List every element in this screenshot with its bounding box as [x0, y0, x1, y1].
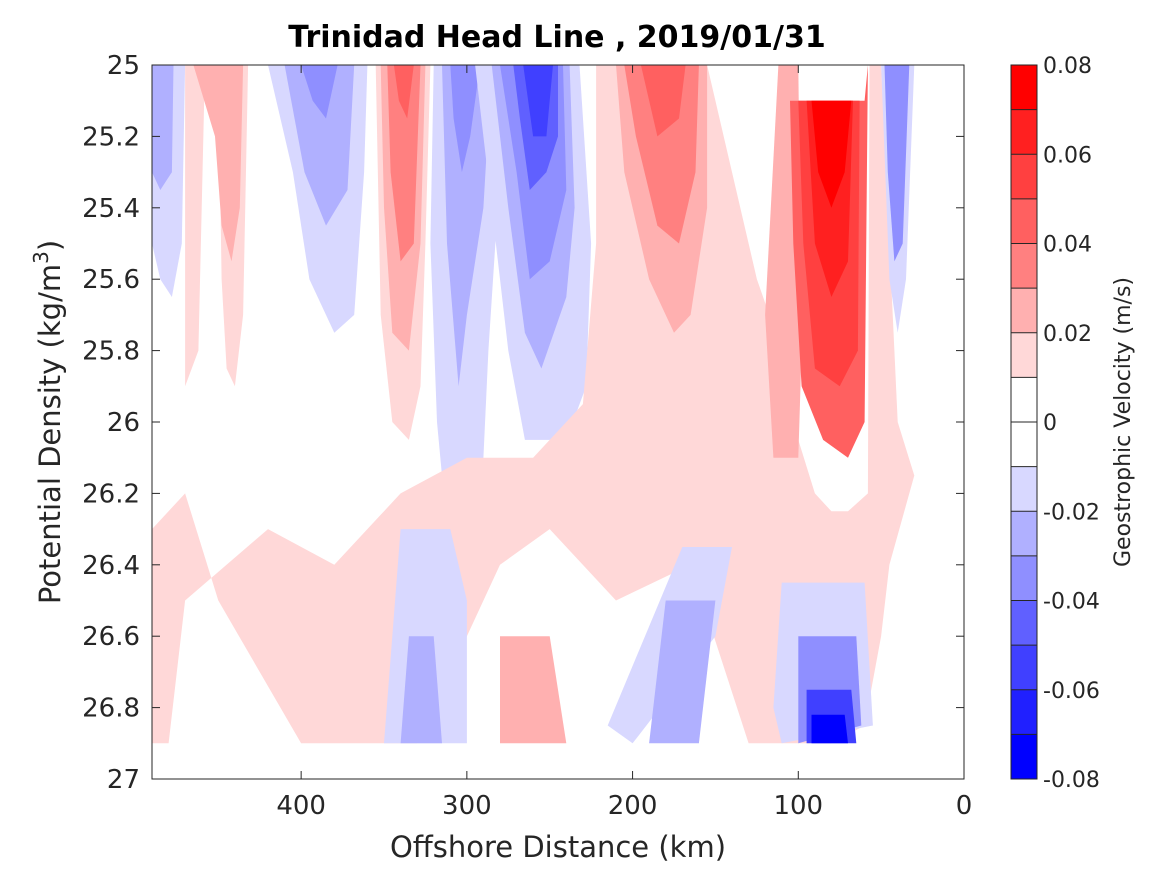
y-axis-label-text: Potential Density (kg/m — [33, 264, 67, 604]
x-tick-label: 300 — [442, 791, 492, 821]
chart-title: Trinidad Head Line , 2019/01/31 — [288, 20, 825, 55]
colorbar-swatch — [1011, 734, 1037, 779]
colorbar-swatch — [1011, 154, 1037, 199]
contour-region-35 — [400, 636, 442, 744]
contour-region-1 — [193, 65, 244, 262]
colorbar-tick-label: -0.08 — [1043, 768, 1100, 793]
x-tick-label: 200 — [608, 791, 658, 821]
contour-region-34 — [384, 529, 467, 744]
colorbar-swatch — [1011, 422, 1037, 467]
colorbar-swatch — [1011, 377, 1037, 422]
colorbar-tick-label: 0.06 — [1043, 143, 1092, 168]
contour-region-5 — [284, 65, 355, 226]
x-axis: 400 300 200 100 0 — [276, 65, 972, 821]
colorbar-tick-label: 0 — [1043, 411, 1057, 436]
y-tick-label: 27 — [107, 765, 140, 795]
colorbar-swatch — [1011, 600, 1037, 646]
y-tick-label: 25.6 — [82, 265, 140, 295]
y-tick-label: 26.8 — [82, 694, 140, 724]
y-tick-label: 26 — [107, 408, 140, 438]
y-axis: 25 25.2 25.4 25.6 25.8 26 26.2 26.4 26.6 26.8 27 — [82, 51, 964, 795]
colorbar-swatch — [1011, 645, 1037, 690]
contour-region-9 — [387, 65, 421, 262]
colorbar-swatch — [1011, 198, 1037, 244]
colorbar-swatch — [1011, 555, 1037, 601]
y-axis-label-close: ) — [33, 240, 67, 251]
x-axis-label: Offshore Distance (km) — [390, 830, 726, 864]
colorbar-swatch — [1011, 511, 1037, 556]
colorbar-tick-label: -0.04 — [1043, 590, 1100, 615]
colorbar-swatch — [1011, 689, 1037, 735]
plot-area: 400 300 200 100 0 25 25.2 25.4 25.6 25.8 26 26.2 26… — [82, 51, 972, 821]
contour-region-6 — [301, 65, 338, 119]
colorbar-swatch — [1011, 332, 1037, 378]
colorbar-tick-label: 0.04 — [1043, 233, 1092, 258]
contour-region-10 — [393, 65, 414, 119]
colorbar-swatch — [1011, 466, 1037, 512]
colorbar-tick-label: -0.06 — [1043, 679, 1100, 704]
y-tick-label: 25.8 — [82, 337, 140, 367]
contour-region-18 — [523, 65, 553, 137]
contour-region-33 — [811, 714, 848, 744]
colorbar-swatch — [1011, 288, 1037, 333]
colorbar: 0.08 0.06 0.04 0.02 0 -0.02 -0.04 -0.06 -0.08 — [1010, 54, 1100, 793]
colorbar-swatch — [1011, 243, 1037, 289]
colorbar-label: Geostrophic Velocity (m/s) — [1111, 277, 1136, 567]
x-tick-label: 0 — [956, 791, 973, 821]
contour-region-36 — [500, 636, 567, 744]
colorbar-swatch — [1011, 65, 1037, 110]
contour-region-22 — [640, 65, 686, 137]
contour-region-29 — [884, 65, 910, 262]
colorbar-frame — [1010, 64, 1038, 780]
y-axis-label-superscript: 3 — [29, 251, 53, 264]
x-tick-label: 400 — [276, 791, 326, 821]
colorbar-tick-label: -0.02 — [1043, 500, 1100, 525]
colorbar-swatch — [1011, 109, 1037, 155]
contour-region-27 — [811, 100, 852, 208]
y-tick-label: 25.2 — [82, 122, 140, 152]
colorbar-tick-label: 0.08 — [1043, 54, 1092, 79]
contour-region-13 — [450, 65, 481, 173]
y-tick-label: 25.4 — [82, 194, 140, 224]
y-tick-label: 25 — [107, 51, 140, 81]
y-axis-label: Potential Density (kg/m3) — [29, 240, 67, 604]
contour-region-21 — [624, 65, 699, 244]
y-tick-label: 26.4 — [82, 551, 140, 581]
x-tick-label: 100 — [773, 791, 823, 821]
colorbar-tick-label: 0.02 — [1043, 322, 1092, 347]
contour-region-3 — [152, 65, 174, 190]
contour-regions — [152, 65, 915, 744]
y-tick-label: 26.2 — [82, 479, 140, 509]
contour-region-38 — [649, 600, 716, 744]
y-tick-label: 26.6 — [82, 622, 140, 652]
contour-region-12 — [442, 65, 492, 387]
